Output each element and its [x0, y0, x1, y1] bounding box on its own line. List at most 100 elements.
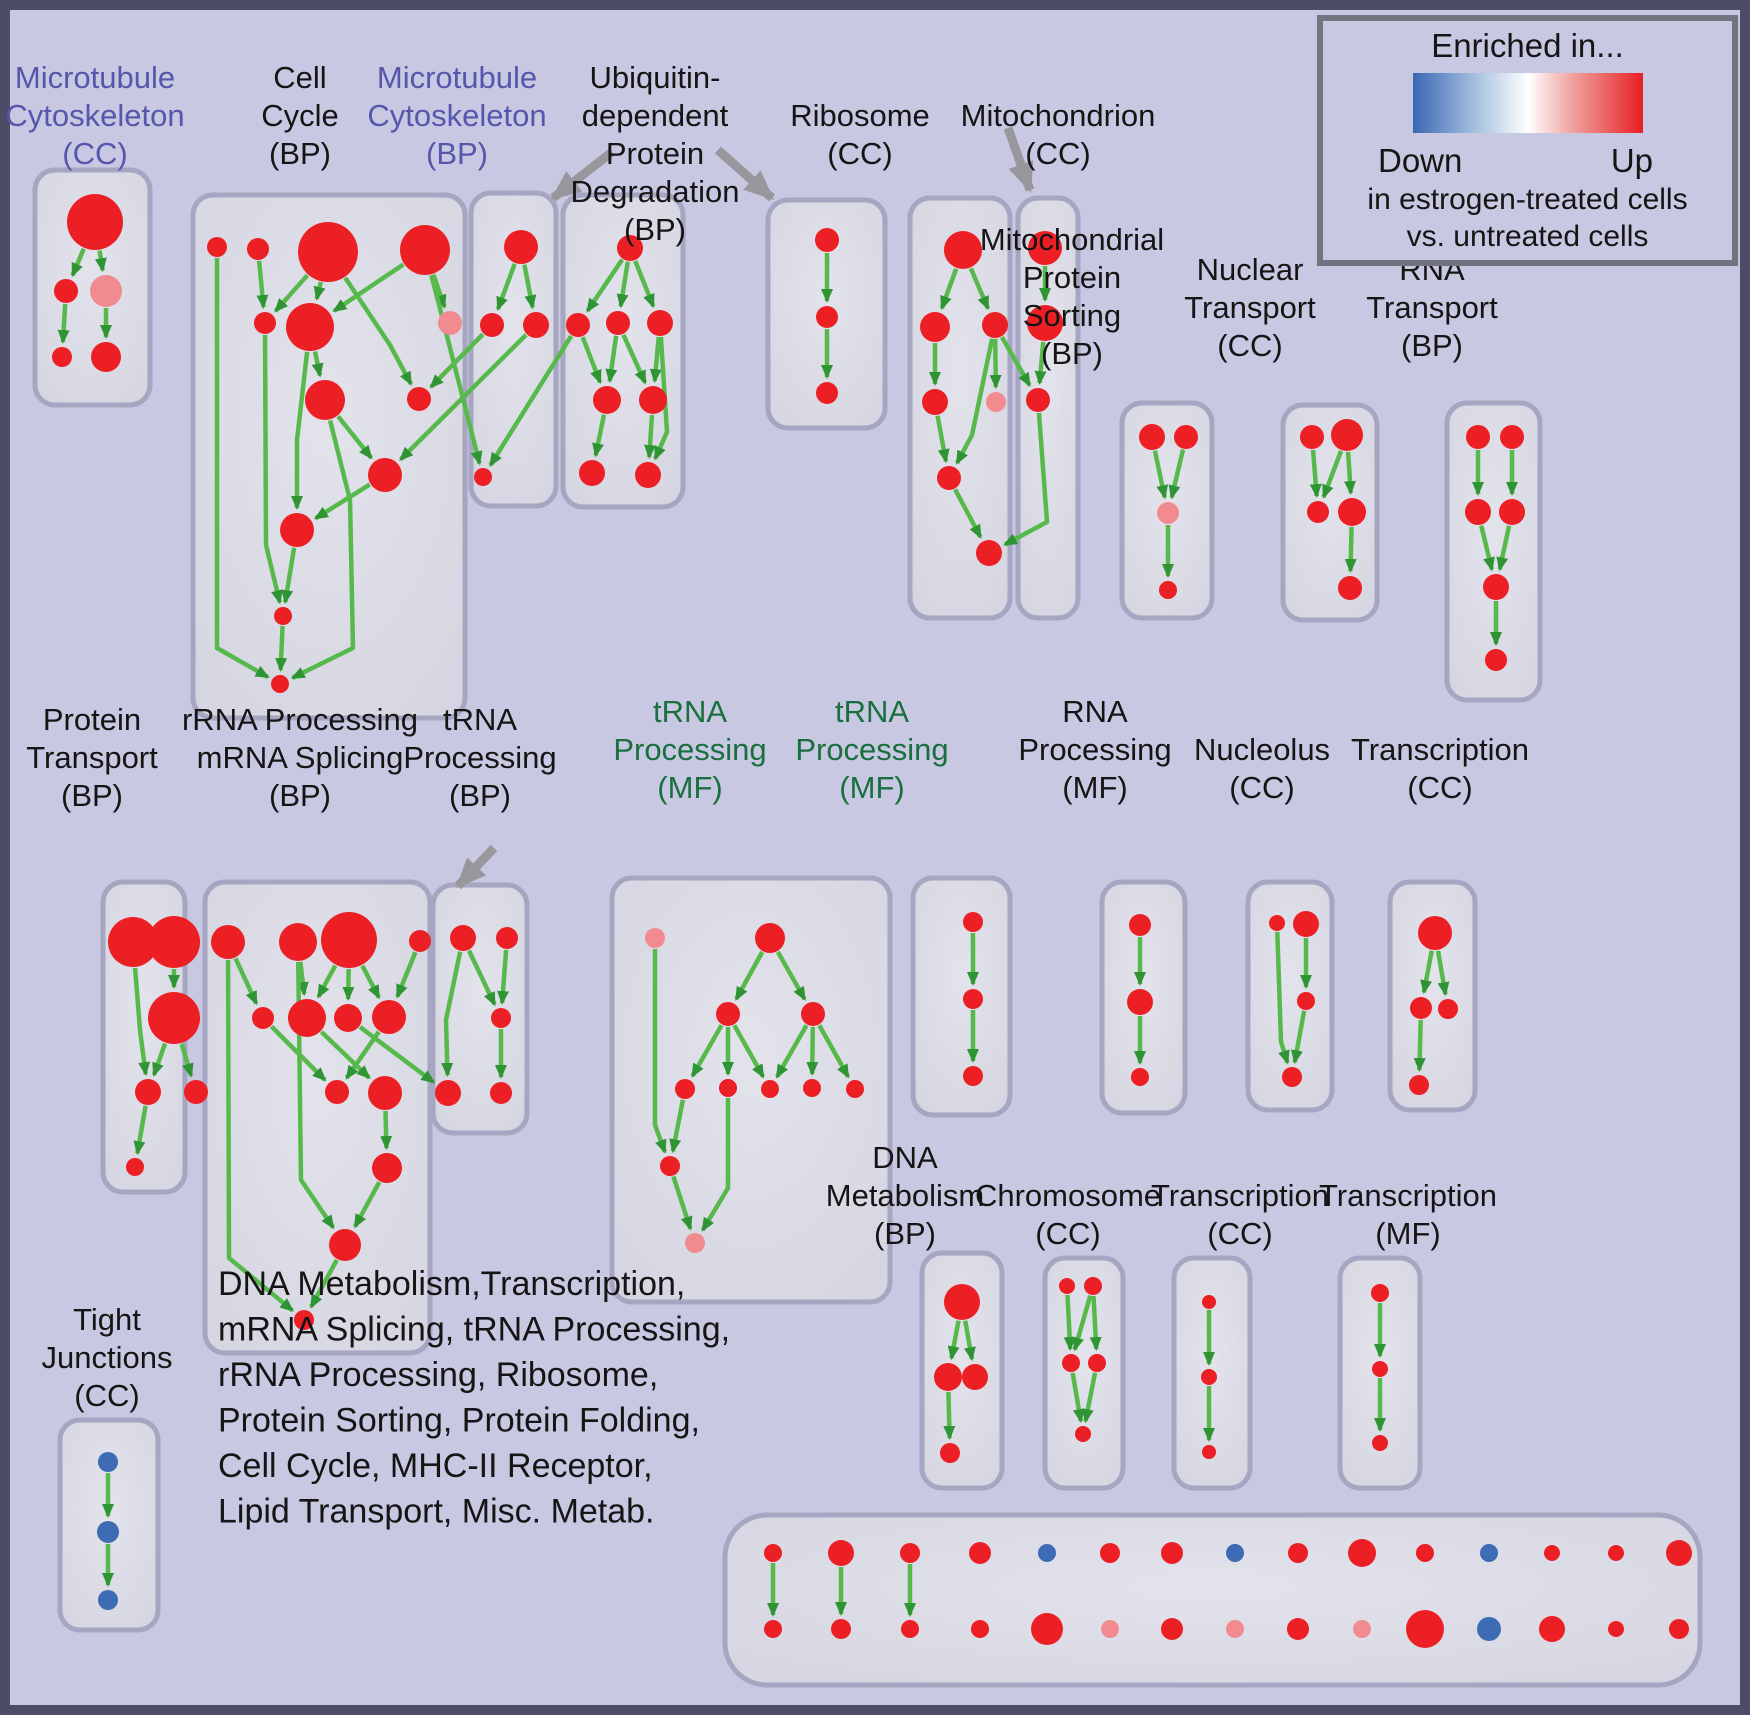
node-ms_t15-red — [1666, 1540, 1692, 1566]
node-mcc_d-red — [52, 347, 72, 367]
edge-tc1_t-tc1_l — [1420, 950, 1434, 995]
node-ub2_a-red — [815, 228, 839, 252]
node-rr_v-red — [372, 1153, 402, 1183]
node-tc2_c-red — [1202, 1445, 1216, 1459]
node-pt_d-red — [135, 1079, 161, 1105]
cluster-label-t1-line2: Processing — [613, 732, 766, 767]
node-t1_p-pink — [645, 928, 665, 948]
edge-ch_a-ch_c — [1063, 1294, 1076, 1352]
node-t2_a-red — [963, 912, 983, 932]
node-ms_t6-red — [1100, 1543, 1120, 1563]
misc-categories-note-line5: Cell Cycle, MHC-II Receptor, — [218, 1447, 653, 1485]
cluster-label-tj-line2: Junctions — [42, 1340, 173, 1375]
edge-mcc_a-mcc_b — [70, 247, 86, 278]
edge-t1_q-t1_z — [671, 1175, 693, 1231]
edge-mcc_a-mcc_c — [94, 250, 107, 273]
edge-rr_t1-rr_m1 — [233, 957, 259, 1006]
cluster-label-t1-line3: (MF) — [657, 770, 722, 805]
node-t1_z-pink — [685, 1233, 705, 1253]
misc-categories-note-line1: DNA Metabolism,Transcription, — [218, 1265, 685, 1303]
edge-tc1_l-tc1_b — [1413, 1019, 1426, 1073]
cluster-label-cc-line3: (BP) — [269, 136, 331, 171]
cluster-label-tb-line3: (BP) — [449, 778, 511, 813]
node-rb_s2-pink — [986, 392, 1006, 412]
node-ub_t-red — [617, 235, 643, 261]
node-rb_b-red — [976, 540, 1002, 566]
node-pt_c-red — [148, 992, 200, 1044]
cluster-label-nc-line1: Nucleolus — [1194, 732, 1330, 767]
node-rr_m3-red — [334, 1004, 362, 1032]
edge-rb_t-rb_m1 — [939, 268, 959, 311]
node-ms_b4-red — [971, 1620, 989, 1638]
node-mcc_b-red — [54, 279, 78, 303]
legend-gradient-bar — [1413, 73, 1643, 133]
node-tj_a-blue — [98, 1452, 118, 1472]
node-ub_b2-red — [635, 462, 661, 488]
node-cc_n9-red — [407, 387, 431, 411]
cluster-label-tb-line1: tRNA — [443, 702, 517, 737]
cluster-label-mbp-line2: Cytoskeleton — [367, 98, 546, 133]
node-cc_n13-red — [271, 675, 289, 693]
cluster-label-mcc-line3: (CC) — [62, 136, 127, 171]
node-mbp_m1-red — [480, 313, 504, 337]
cluster-box-ch — [1042, 1255, 1126, 1491]
node-cc_n8-red — [305, 380, 345, 420]
edge-rr_t1-rr_z — [225, 959, 294, 1313]
node-ub_m2-red — [606, 311, 630, 335]
node-nt_b-red — [1331, 419, 1363, 451]
node-ms_t8-blue — [1226, 1544, 1244, 1562]
cluster-label-mps-line2: Protein — [1023, 260, 1121, 295]
node-cc_n11-red — [280, 513, 314, 547]
edge-tb_a-tb_d1 — [441, 951, 463, 1078]
node-mps_p-pink — [1157, 502, 1179, 524]
node-ub_s1-red — [593, 386, 621, 414]
edge-rr_t4-rr_m4 — [395, 951, 418, 999]
node-ms_b7-red — [1161, 1618, 1183, 1640]
legend-up-label: Up — [1611, 142, 1653, 179]
cluster-label-t2-line2: Processing — [795, 732, 948, 767]
cluster-label-tc1-line2: (CC) — [1407, 770, 1472, 805]
node-rr_m1-red — [252, 1007, 274, 1029]
node-ms_t9-red — [1288, 1543, 1308, 1563]
node-tc1_r-red — [1438, 999, 1458, 1019]
edge-rr_w-rr_z — [309, 1258, 339, 1309]
edge-ub_m2-ub_s1 — [605, 335, 619, 384]
edge-cc_n2-cc_n5 — [256, 260, 269, 310]
edge-mt_m-mt_s — [1034, 341, 1047, 386]
edge-nt_d-nt_e — [1344, 526, 1357, 574]
node-mps_c-red — [1159, 581, 1177, 599]
cluster-label-dm-line3: (BP) — [874, 1216, 936, 1251]
pointer-arrow-2-icon — [715, 146, 775, 202]
node-t1_b2-red — [719, 1079, 737, 1097]
node-t1_m2-red — [801, 1002, 825, 1026]
cluster-label-nc-line2: (CC) — [1229, 770, 1294, 805]
cluster-label-t2-line1: tRNA — [835, 694, 909, 729]
edge-ub_s1-ub_b1 — [592, 414, 607, 458]
edge-rr_t3-rr_m4 — [360, 964, 381, 1000]
node-mcc_c-pink — [90, 275, 122, 307]
node-ms_t14-red — [1608, 1545, 1624, 1561]
edge-tb_b-tb_m — [497, 949, 510, 1006]
edge-cc_n4-cc_n7 — [431, 273, 447, 309]
edge-mps_a-mps_p — [1152, 450, 1169, 500]
edge-dm_l-dm_b — [943, 1391, 956, 1441]
node-ms_b14-red — [1608, 1621, 1624, 1637]
node-nt_e-red — [1338, 576, 1362, 600]
cluster-label-tm-line1: Transcription — [1319, 1178, 1497, 1213]
node-rt_c-red — [1465, 499, 1491, 525]
node-t1_q-red — [660, 1156, 680, 1176]
edge-tc1_t-tc1_r — [1435, 950, 1450, 997]
node-pt_b-red — [148, 916, 200, 968]
edge-nc_c-nc_d — [1290, 1010, 1307, 1065]
node-ms_t13-red — [1544, 1545, 1560, 1561]
node-pt_e-red — [184, 1080, 208, 1104]
cluster-label-rr-line2: mRNA Splicing — [197, 740, 404, 775]
node-rt_d-red — [1499, 499, 1525, 525]
cluster-label-dm-line2: Metabolism — [826, 1178, 985, 1213]
node-nt_d-red — [1338, 498, 1366, 526]
node-ms_b5-red — [1031, 1613, 1063, 1645]
node-ch_c-red — [1062, 1354, 1080, 1372]
edge-mbp_t-mbp_m2 — [522, 264, 537, 310]
edge-dm_t-dm_l — [947, 1320, 961, 1361]
legend-subtitle-2: vs. untreated cells — [1407, 220, 1649, 253]
